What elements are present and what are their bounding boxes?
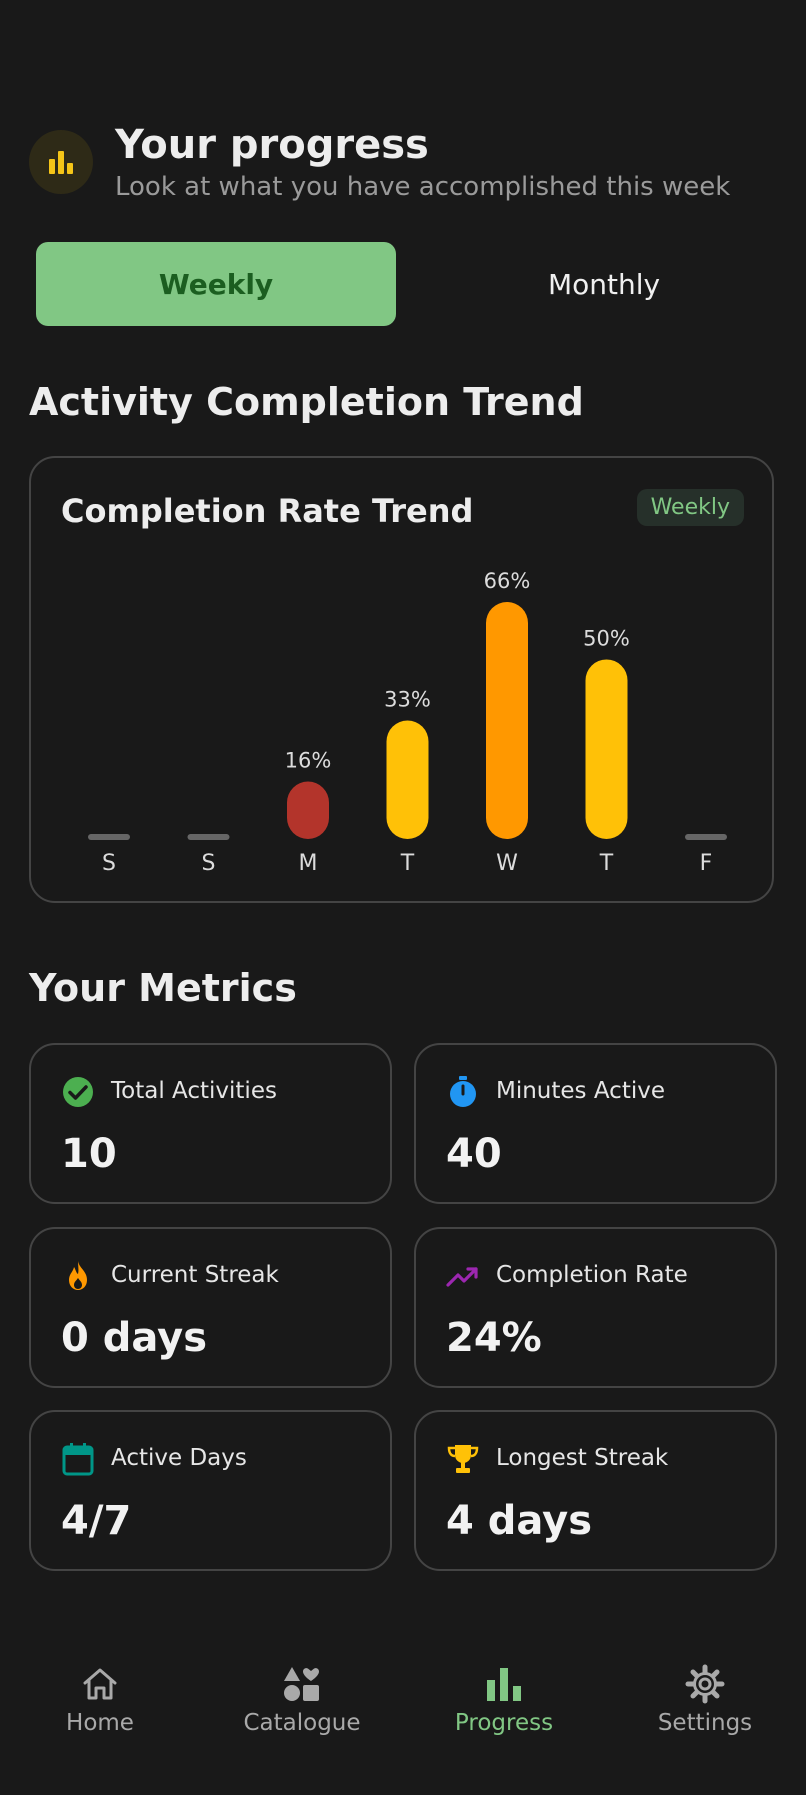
page-title: Your progress: [115, 122, 429, 168]
completion-rate-chart: S S 16% M 33% T 66% W 50% T F: [88, 569, 727, 876]
metric-minutes-active: Minutes Active 40: [414, 1043, 777, 1204]
nav-home[interactable]: Home: [10, 1664, 190, 1754]
metrics-section-title: Your Metrics: [29, 966, 297, 1010]
bottom-navigation: Home Catalogue Progress: [0, 1640, 806, 1795]
metric-active-days: Active Days 4/7: [29, 1410, 392, 1571]
chart-bar: [386, 720, 429, 839]
metric-value: 24%: [446, 1315, 542, 1361]
metric-value: 4/7: [61, 1498, 132, 1544]
chart-data-label: 16%: [285, 749, 332, 773]
metric-label: Minutes Active: [496, 1078, 665, 1104]
trophy-icon: [447, 1445, 479, 1473]
chart-data-label: 50%: [583, 626, 630, 650]
check-circle-icon: [63, 1077, 93, 1107]
chart-period-badge: Weekly: [636, 489, 744, 526]
chart-category-label: S: [202, 851, 216, 876]
bar-chart-icon: [487, 1668, 521, 1701]
nav-label: Catalogue: [243, 1710, 361, 1736]
bar-chart-icon: [29, 130, 93, 194]
nav-label: Progress: [454, 1710, 554, 1736]
chart-bar-empty: [187, 834, 230, 840]
chart-bar: [585, 659, 628, 839]
metric-completion-rate: Completion Rate 24%: [414, 1227, 777, 1388]
metric-label: Total Activities: [111, 1078, 277, 1104]
metric-label: Longest Streak: [496, 1445, 669, 1471]
chart-bar: [287, 781, 329, 839]
period-tabs: Weekly Monthly: [36, 242, 770, 326]
shapes-icon: [284, 1667, 319, 1701]
page-header: Your progress Look at what you have acco…: [29, 122, 789, 212]
nav-settings[interactable]: Settings: [615, 1664, 795, 1754]
nav-label: Settings: [657, 1710, 753, 1736]
metric-value: 4 days: [446, 1498, 593, 1544]
activity-section-title: Activity Completion Trend: [29, 380, 584, 424]
metric-value: 0 days: [61, 1315, 208, 1361]
nav-catalogue[interactable]: Catalogue: [212, 1664, 392, 1754]
metric-value: 10: [61, 1131, 117, 1177]
chart-title: Completion Rate Trend: [61, 492, 474, 530]
flame-icon: [69, 1261, 87, 1290]
metric-label: Completion Rate: [496, 1262, 688, 1288]
chart-category-label: S: [102, 851, 116, 876]
nav-label: Home: [66, 1710, 134, 1736]
chart-bar: [486, 602, 528, 839]
chart-category-label: W: [496, 851, 518, 876]
chart-data-label: 33%: [384, 688, 431, 712]
metric-label: Active Days: [111, 1445, 247, 1471]
metric-value: 40: [446, 1131, 502, 1177]
metric-label: Current Streak: [111, 1262, 279, 1288]
metric-total-activities: Total Activities 10: [29, 1043, 392, 1204]
chart-bar-empty: [685, 834, 727, 840]
chart-category-label: F: [700, 851, 713, 876]
page-subtitle: Look at what you have accomplished this …: [115, 172, 731, 202]
gear-icon: [685, 1664, 725, 1704]
chart-category-label: T: [599, 851, 614, 876]
trending-up-icon: [446, 1267, 478, 1287]
tab-monthly[interactable]: Monthly: [547, 267, 661, 301]
metric-current-streak: Current Streak 0 days: [29, 1227, 392, 1388]
nav-progress[interactable]: Progress: [414, 1664, 594, 1754]
stopwatch-icon: [450, 1076, 476, 1107]
chart-bar-empty: [88, 834, 130, 840]
completion-chart-card: S S 16% M 33% T 66% W 50% T F Completion Rate Tren…: [29, 456, 774, 903]
tab-weekly[interactable]: Weekly: [36, 242, 396, 326]
chart-category-label: M: [299, 851, 318, 876]
chart-category-label: T: [400, 851, 415, 876]
metric-longest-streak: Longest Streak 4 days: [414, 1410, 777, 1571]
home-icon: [83, 1668, 117, 1700]
calendar-icon: [62, 1443, 94, 1476]
chart-data-label: 66%: [484, 569, 531, 593]
